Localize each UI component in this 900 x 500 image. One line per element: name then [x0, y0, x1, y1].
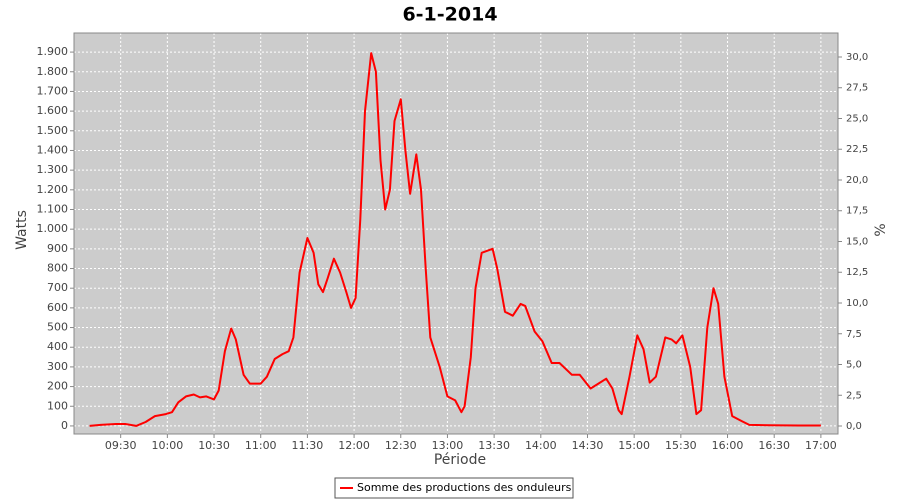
y-tick-label: 1.800	[37, 65, 69, 78]
x-tick-label: 11:30	[292, 439, 324, 452]
y2-axis-label: %	[873, 223, 889, 236]
x-tick-label: 16:30	[758, 439, 790, 452]
x-tick-label: 12:00	[338, 439, 370, 452]
y-tick-label: 800	[47, 262, 68, 275]
y2-tick-label: 15,0	[846, 236, 868, 247]
plot-border	[73, 32, 839, 435]
y2-tick-label: 2,5	[846, 390, 862, 401]
x-tick-label: 12:30	[385, 439, 417, 452]
y2-tick-label: 7,5	[846, 329, 862, 340]
y-tick-label: 600	[47, 301, 68, 314]
y-tick-label: 200	[47, 380, 68, 393]
y-tick-label: 900	[47, 242, 68, 255]
x-tick-label: 13:30	[478, 439, 510, 452]
x-tick-label: 11:00	[245, 439, 277, 452]
y2-tick-label: 27,5	[846, 83, 868, 94]
y2-tick-label: 17,5	[846, 206, 868, 217]
y2-tick-label: 12,5	[846, 267, 868, 278]
x-tick-label: 14:30	[572, 439, 604, 452]
y2-tick-label: 30,0	[846, 52, 868, 63]
y2-tick-label: 5,0	[846, 360, 862, 371]
y2-tick-label: 20,0	[846, 175, 868, 186]
y2-tick-label: 10,0	[846, 298, 868, 309]
y-tick-label: 1.900	[37, 45, 69, 58]
y-tick-label: 0	[61, 419, 68, 432]
y2-tick-label: 25,0	[846, 113, 868, 124]
y-tick-label: 100	[47, 399, 68, 412]
y-tick-label: 1.000	[37, 222, 69, 235]
x-axis-label: Période	[434, 452, 486, 468]
legend-label: Somme des productions des onduleurs	[357, 481, 572, 494]
x-tick-label: 16:00	[712, 439, 744, 452]
y-tick-label: 1.500	[37, 124, 69, 137]
x-tick-label: 14:00	[525, 439, 557, 452]
y-tick-label: 1.400	[37, 143, 69, 156]
y-axis-label: Watts	[14, 210, 30, 250]
y-tick-label: 1.300	[37, 163, 69, 176]
y-tick-label: 300	[47, 360, 68, 373]
x-tick-label: 10:00	[152, 439, 184, 452]
x-tick-label: 13:00	[432, 439, 464, 452]
y-tick-label: 1.100	[37, 202, 69, 215]
y-tick-label: 1.200	[37, 183, 69, 196]
x-tick-label: 09:30	[105, 439, 137, 452]
data-line	[89, 52, 821, 427]
x-tick-label: 15:30	[665, 439, 697, 452]
legend: Somme des productions des onduleurs	[334, 477, 574, 499]
x-tick-label: 17:00	[805, 439, 837, 452]
y2-tick-label: 22,5	[846, 144, 868, 155]
y-tick-label: 500	[47, 321, 68, 334]
y-tick-label: 700	[47, 281, 68, 294]
y-tick-label: 1.700	[37, 84, 69, 97]
x-tick-label: 15:00	[618, 439, 650, 452]
y-tick-label: 1.600	[37, 104, 69, 117]
legend-box	[334, 477, 574, 499]
y2-tick-label: 0,0	[846, 421, 862, 432]
y-tick-label: 400	[47, 340, 68, 353]
chart-title: 6-1-2014	[402, 4, 497, 26]
x-tick-label: 10:30	[198, 439, 230, 452]
